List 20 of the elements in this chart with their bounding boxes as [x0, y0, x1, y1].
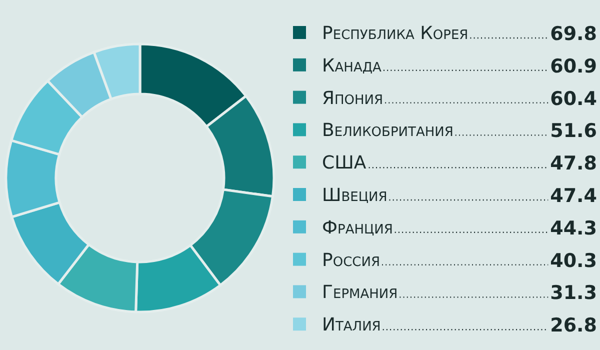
legend-label: Республика Корея [322, 23, 468, 44]
data-label: 47.8 [550, 152, 597, 175]
legend-label: Германия [322, 282, 398, 304]
legend-label: Швеция [322, 185, 388, 206]
legend-label: США [322, 152, 367, 174]
data-label: 40.3 [550, 250, 597, 272]
legend-label: Канада [322, 55, 382, 76]
legend-label: Япония [322, 88, 384, 109]
data-label: 60.9 [550, 55, 597, 78]
data-label: 47.4 [550, 185, 597, 207]
legend-label: Франция [322, 217, 393, 238]
legend-label: Великобритания [322, 120, 454, 142]
data-label: 69.8 [550, 23, 597, 45]
data-label: 26.8 [550, 314, 597, 337]
data-label: 60.4 [550, 88, 597, 110]
data-label: 44.3 [550, 217, 597, 240]
legend-label: Россия [322, 250, 380, 271]
data-label: 51.6 [550, 120, 597, 142]
data-label: 31.3 [550, 282, 597, 304]
legend-label: Италия [322, 314, 381, 336]
